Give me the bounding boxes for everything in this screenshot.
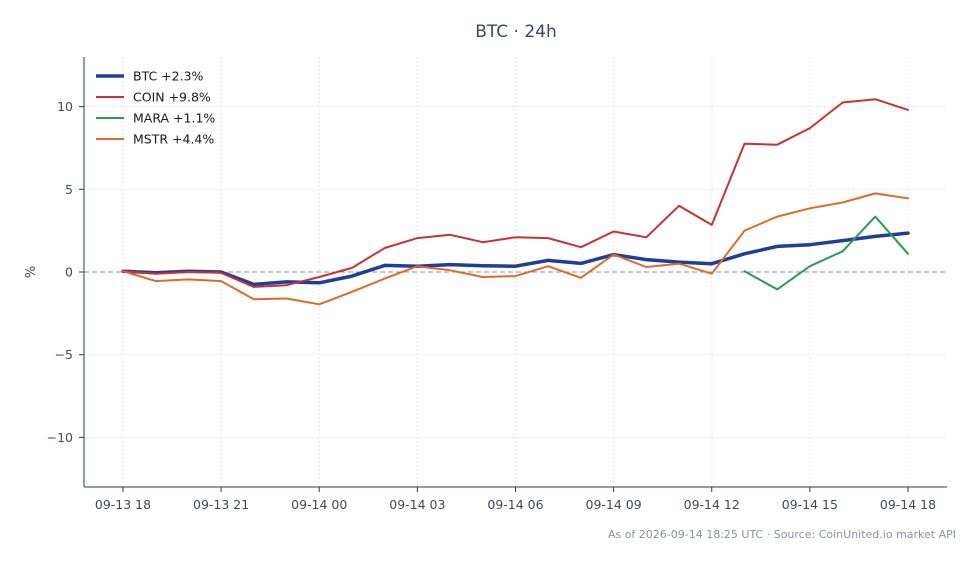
legend: BTC +2.3% COIN +9.8% MARA +1.1% MSTR +4.4% [96,69,215,147]
x-axis-ticks: 09-13 18 09-13 21 09-14 00 09-14 03 09-14 06… [95,487,936,512]
y-tick-label: −5 [55,347,73,362]
y-tick-label: −10 [47,430,73,445]
legend-label-3: MSTR +4.4% [133,132,214,147]
chart-title: BTC · 24h [475,22,557,42]
x-tick-label: 09-13 18 [95,497,151,512]
footer-source: As of 2026-09-14 18:25 UTC · Source: Coi… [608,528,956,541]
legend-label-0: BTC +2.3% [133,69,204,84]
legend-label-2: MARA +1.1% [133,111,215,126]
x-tick-label: 09-14 00 [291,497,347,512]
series-line-0 [121,231,910,287]
x-tick-label: 09-13 21 [193,497,249,512]
y-tick-label: 5 [65,182,73,197]
x-tick-label: 09-14 15 [782,497,838,512]
series-lines [121,98,910,306]
series-line-3 [122,192,909,306]
x-tick-label: 09-14 03 [389,497,445,512]
x-tick-label: 09-14 09 [586,497,642,512]
y-axis-ticks: 10 5 0 −5 −10 [47,99,84,445]
legend-label-1: COIN +9.8% [133,90,211,105]
y-axis-label: % [24,266,39,278]
y-tick-label: 10 [57,99,73,114]
x-tick-label: 09-14 06 [487,497,543,512]
y-tick-label: 0 [65,265,73,280]
x-tick-label: 09-14 12 [684,497,740,512]
x-tick-label: 09-14 18 [880,497,936,512]
series-line-1 [122,98,909,288]
series-line-2 [743,215,909,291]
